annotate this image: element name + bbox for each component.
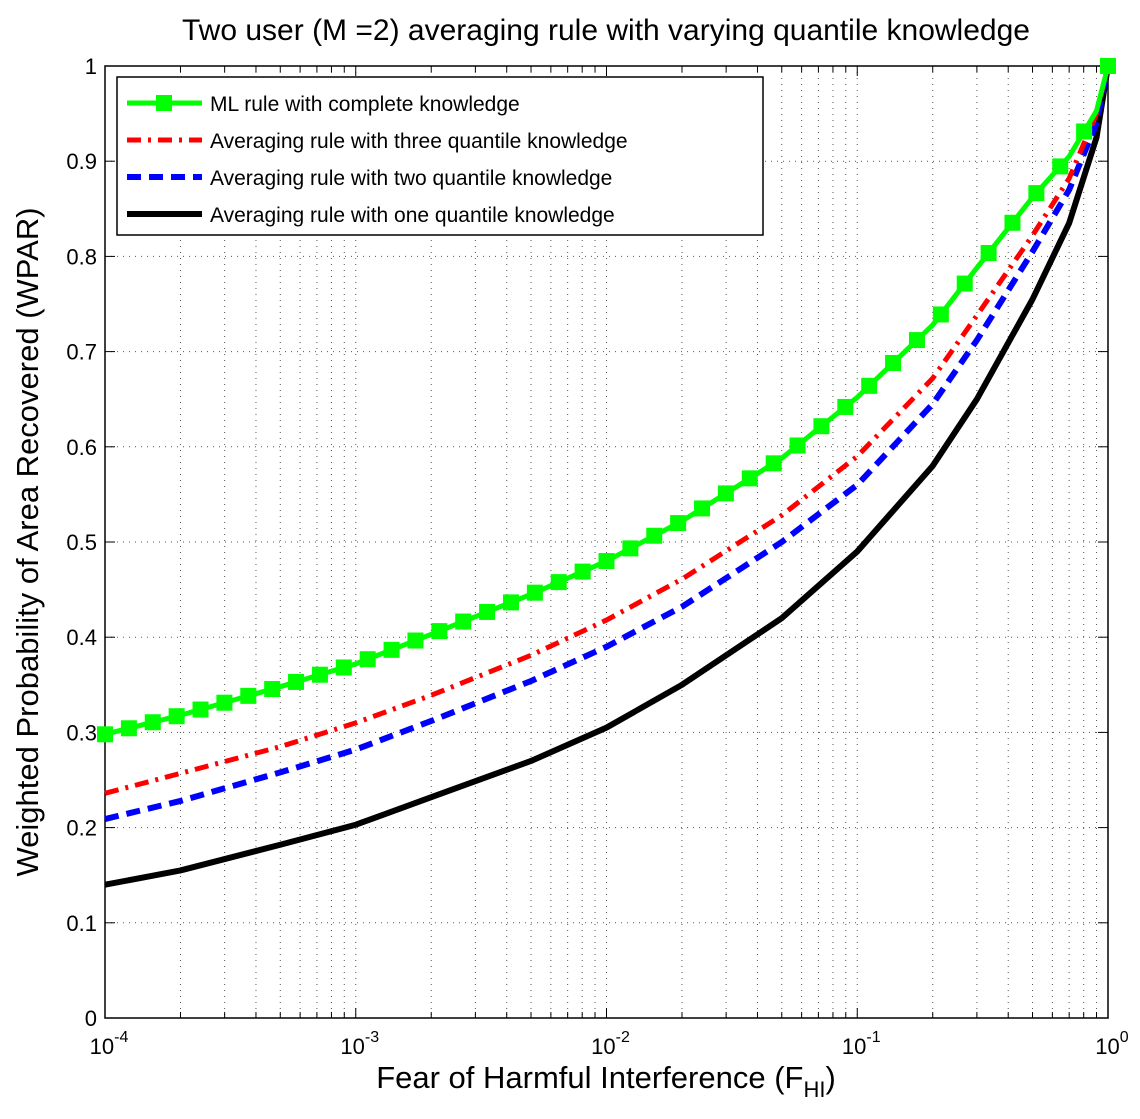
series-marker: [192, 701, 209, 718]
series-marker: [120, 720, 137, 737]
series-marker: [741, 470, 758, 487]
legend-label-0: ML rule with complete knowledge: [210, 93, 520, 116]
series-marker: [383, 641, 400, 658]
series-marker: [479, 603, 496, 620]
series-marker: [717, 485, 734, 502]
y-tick-label: 0.2: [66, 816, 97, 841]
x-tick-exponent: -3: [365, 1029, 379, 1046]
series-marker: [837, 398, 854, 415]
series-marker: [956, 275, 973, 292]
series-line-1: [104, 65, 1111, 796]
series-marker: [1076, 123, 1093, 140]
series-marker: [932, 306, 949, 323]
series-marker: [622, 540, 639, 557]
y-tick-label: 1: [85, 54, 97, 79]
series-marker: [1004, 214, 1021, 231]
legend: ML rule with complete knowledge Averaging…: [116, 76, 764, 236]
series-marker: [861, 377, 878, 394]
y-tick-label: 0.5: [66, 530, 97, 555]
x-tick-exponent: 0: [1120, 1029, 1129, 1046]
series-marker: [240, 687, 257, 704]
chart-title: Two user (M =2) averaging rule with vary…: [182, 14, 1030, 47]
x-tick-base: 10: [842, 1034, 866, 1059]
series-marker: [526, 584, 543, 601]
legend-label-1: Averaging rule with three quantile knowl…: [210, 130, 628, 153]
x-tick-base: 10: [90, 1034, 114, 1059]
series-marker: [813, 418, 830, 435]
y-tick-label: 0.9: [66, 149, 97, 174]
series-marker: [574, 563, 591, 580]
series-marker: [550, 574, 567, 591]
series-marker: [455, 613, 472, 630]
x-tick-label: 100: [1095, 1029, 1128, 1059]
legend-marker: [156, 95, 172, 111]
x-tick-label: 10-3: [340, 1029, 379, 1059]
x-axis-label-main: Fear of Harmful Interference (F: [376, 1060, 803, 1095]
series-marker: [694, 500, 711, 517]
series-marker: [1052, 158, 1069, 175]
series-line-2: [104, 65, 1111, 822]
series-marker: [670, 515, 687, 532]
y-axis-label: Weighted Probability of Area Recovered (…: [10, 207, 45, 876]
y-tick-label: 0.3: [66, 720, 97, 745]
x-tick-exponent: -2: [616, 1029, 630, 1046]
series-marker: [168, 708, 185, 725]
series-marker: [885, 354, 902, 371]
x-tick-label: 10-4: [90, 1029, 129, 1059]
series-marker: [908, 332, 925, 349]
legend-label-2: Averaging rule with two quantile knowled…: [210, 167, 612, 190]
y-tick-label: 0.8: [66, 244, 97, 269]
series-marker: [288, 673, 305, 690]
series-marker: [789, 437, 806, 454]
x-tick-label: 10-1: [842, 1029, 881, 1059]
x-tick-exponent: -1: [866, 1029, 880, 1046]
x-tick-exponent: -4: [114, 1029, 128, 1046]
series-marker: [646, 527, 663, 544]
series-marker: [359, 651, 376, 668]
x-tick-base: 10: [591, 1034, 615, 1059]
series-marker: [311, 666, 328, 683]
x-axis-label-sub: HI: [803, 1077, 825, 1102]
series-marker: [335, 659, 352, 676]
series-marker: [1100, 58, 1116, 74]
series-marker: [980, 244, 997, 261]
series-line-3: [104, 65, 1111, 888]
series-marker: [97, 726, 113, 743]
series-marker: [216, 694, 233, 711]
series-group: [97, 58, 1116, 888]
x-tick-base: 10: [1095, 1034, 1119, 1059]
y-tick-label: 0.7: [66, 340, 97, 365]
legend-label-3: Averaging rule with one quantile knowled…: [210, 204, 615, 227]
legend-box: [116, 76, 764, 236]
y-tick-label: 0: [85, 1006, 97, 1031]
x-tick-label: 10-2: [591, 1029, 630, 1059]
y-tick-label: 0.6: [66, 435, 97, 460]
series-marker: [407, 632, 424, 649]
series-marker: [1028, 185, 1045, 202]
series-marker: [598, 553, 615, 570]
series-marker: [765, 455, 782, 472]
x-axis-label-close: ): [825, 1060, 835, 1095]
x-axis-label: Fear of Harmful Interference (FHI): [376, 1060, 836, 1102]
x-tick-base: 10: [340, 1034, 364, 1059]
series-marker: [264, 681, 281, 698]
y-tick-label: 0.4: [66, 625, 97, 650]
series-marker: [502, 594, 519, 611]
y-tick-label: 0.1: [66, 911, 97, 936]
series-marker: [431, 623, 448, 640]
series-marker: [144, 714, 161, 731]
